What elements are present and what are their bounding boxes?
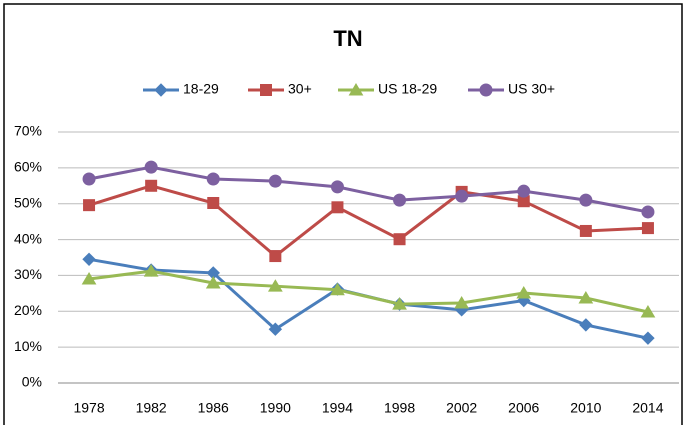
x-tick-label: 2006 xyxy=(508,400,539,416)
chart-title: TN xyxy=(333,26,362,51)
chart-frame xyxy=(3,3,683,425)
data-point xyxy=(144,160,158,174)
x-tick-label: 1978 xyxy=(73,400,104,416)
legend-marker xyxy=(479,83,493,97)
data-point xyxy=(268,174,282,188)
x-tick-label: 2014 xyxy=(632,400,663,416)
legend-label: US 18-29 xyxy=(378,81,437,97)
data-point xyxy=(143,264,159,277)
x-tick-label: 1986 xyxy=(198,400,229,416)
y-tick-label: 70% xyxy=(14,123,42,139)
data-point xyxy=(207,196,220,209)
data-point xyxy=(578,291,594,304)
data-point xyxy=(393,193,407,207)
data-point xyxy=(206,172,220,186)
data-point xyxy=(393,233,406,246)
data-point xyxy=(83,199,96,212)
data-point xyxy=(82,252,96,266)
x-tick-label: 1998 xyxy=(384,400,415,416)
legend-label: 30+ xyxy=(288,81,312,97)
data-point xyxy=(145,179,158,192)
series-line xyxy=(88,165,649,214)
data-point xyxy=(455,189,469,203)
data-point xyxy=(81,272,97,285)
x-tick-label: 1994 xyxy=(322,400,353,416)
y-tick-label: 0% xyxy=(22,374,42,390)
y-tick-label: 30% xyxy=(14,266,42,282)
data-point xyxy=(640,305,656,318)
y-tick-label: 50% xyxy=(14,194,42,210)
data-point xyxy=(82,172,96,186)
y-tick-label: 40% xyxy=(14,230,42,246)
data-point xyxy=(517,184,531,198)
data-point xyxy=(268,322,283,336)
legend-marker xyxy=(348,83,364,96)
data-point xyxy=(267,279,283,292)
data-point xyxy=(454,296,470,309)
legend-label: US 30+ xyxy=(508,81,555,97)
data-point xyxy=(205,275,221,289)
data-point xyxy=(641,205,655,219)
data-point xyxy=(330,282,345,296)
data-point xyxy=(641,331,655,345)
series-line xyxy=(88,269,649,314)
data-point xyxy=(579,224,592,237)
data-point xyxy=(579,193,593,207)
data-point xyxy=(516,286,532,299)
x-tick-label: 2002 xyxy=(446,400,477,416)
y-tick-label: 60% xyxy=(14,159,42,175)
x-tick-label: 1990 xyxy=(260,400,291,416)
data-point xyxy=(392,297,407,310)
legend-marker xyxy=(260,84,272,96)
legend-marker xyxy=(154,83,168,97)
y-tick-label: 20% xyxy=(14,302,42,318)
x-tick-label: 2010 xyxy=(570,400,601,416)
series-line xyxy=(88,184,649,259)
x-tick-label: 1982 xyxy=(136,400,167,416)
data-point xyxy=(641,222,654,235)
data-point xyxy=(579,318,593,332)
data-point xyxy=(330,180,344,194)
y-tick-label: 10% xyxy=(14,338,42,354)
data-point xyxy=(269,250,282,263)
legend-label: 18-29 xyxy=(183,81,219,97)
data-point xyxy=(331,201,344,214)
